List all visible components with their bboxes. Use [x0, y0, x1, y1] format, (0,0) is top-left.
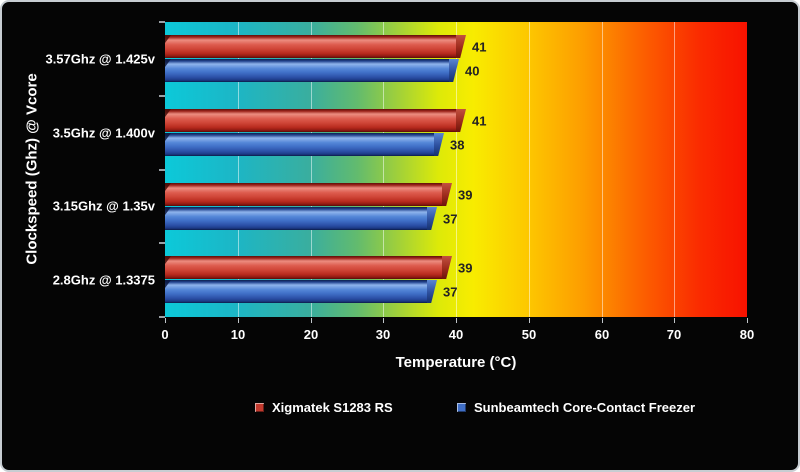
legend-label: Sunbeamtech Core-Contact Freezer — [474, 400, 696, 415]
x-tick-mark — [383, 318, 384, 323]
category-label: 3.57Ghz @ 1.425v — [45, 51, 155, 67]
x-tick-label: 20 — [303, 327, 319, 342]
bar: 37 — [165, 280, 457, 303]
bar: 41 — [165, 35, 486, 58]
category-label: 3.5Ghz @ 1.400v — [52, 125, 155, 141]
bar-value-label: 37 — [443, 211, 458, 226]
bar-value-label: 37 — [443, 284, 458, 299]
x-tick-mark — [674, 318, 675, 323]
plot-area: 41 40 41 38 39 37 39 37 — [165, 22, 747, 317]
x-tick-mark — [311, 318, 312, 323]
gridline — [238, 22, 239, 317]
x-tick-label: 10 — [230, 327, 246, 342]
gridline — [456, 22, 457, 317]
x-axis-title: Temperature (°C) — [395, 354, 517, 371]
x-tick-mark — [529, 318, 530, 323]
bar: 40 — [165, 59, 479, 82]
y-axis-tick — [159, 316, 165, 318]
bar-value-label: 41 — [472, 113, 487, 128]
legend-swatch — [457, 403, 466, 412]
legend-swatch — [255, 403, 264, 412]
x-tick-label: 0 — [161, 327, 169, 342]
y-axis-tick — [159, 242, 165, 244]
bar: 38 — [165, 133, 464, 156]
gridline — [383, 22, 384, 317]
gridline — [529, 22, 530, 317]
x-tick-label: 60 — [594, 327, 610, 342]
y-axis-tick — [159, 169, 165, 171]
category-label: 2.8Ghz @ 1.3375 — [52, 272, 155, 288]
legend-label: Xigmatek S1283 RS — [272, 400, 393, 415]
gridline — [674, 22, 675, 317]
x-tick-mark — [747, 318, 748, 323]
x-tick-mark — [456, 318, 457, 323]
bar-value-label: 39 — [458, 260, 473, 275]
x-tick-label: 30 — [375, 327, 391, 342]
bar-value-label: 40 — [465, 63, 480, 78]
gridline — [602, 22, 603, 317]
y-axis-title: Clockspeed (Ghz) @ Vcore — [23, 73, 41, 265]
bar: 39 — [165, 183, 472, 206]
bar-value-label: 38 — [450, 137, 465, 152]
bar-value-label: 41 — [472, 39, 487, 54]
y-axis-tick — [159, 21, 165, 23]
x-tick-mark — [238, 318, 239, 323]
x-tick-label: 80 — [739, 327, 755, 342]
category-label: 3.15Ghz @ 1.35v — [52, 198, 155, 214]
bar: 41 — [165, 109, 486, 132]
x-tick-mark — [165, 318, 166, 323]
x-tick-label: 40 — [448, 327, 464, 342]
gridline — [311, 22, 312, 317]
bar-value-label: 39 — [458, 187, 473, 202]
y-axis-tick — [159, 95, 165, 97]
legend-item: Sunbeamtech Core-Contact Freezer — [457, 400, 695, 415]
legend-item: Xigmatek S1283 RS — [255, 400, 393, 415]
bar: 39 — [165, 256, 472, 279]
x-tick-mark — [602, 318, 603, 323]
bar: 37 — [165, 207, 457, 230]
x-tick-label: 50 — [521, 327, 537, 342]
x-tick-label: 70 — [666, 327, 682, 342]
